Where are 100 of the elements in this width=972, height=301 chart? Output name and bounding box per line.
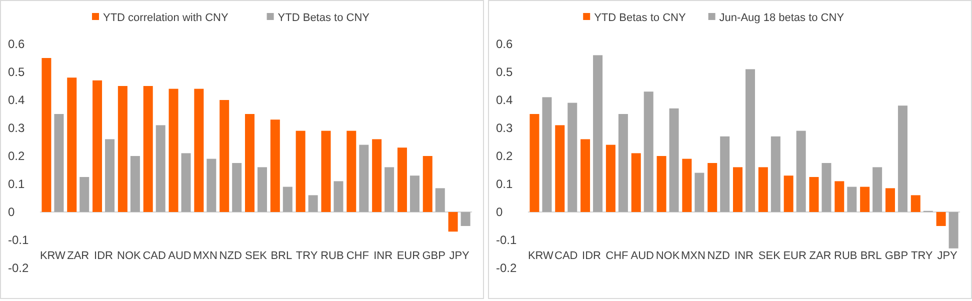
bar [168,88,178,212]
bar [834,181,844,212]
bar [321,130,331,212]
x-tick-label: JPY [937,250,958,262]
bar [644,92,654,212]
y-tick-label: 0 [496,205,503,220]
bar [270,120,280,212]
y-tick-label: 0.6 [496,37,514,52]
bar [67,78,77,212]
bar [694,172,704,212]
bar [308,195,318,212]
x-tick-label: IDR [582,250,602,262]
bar [809,177,819,212]
bar [847,186,857,212]
y-tick-label: 0.5 [8,65,26,80]
x-tick-label: SEK [244,250,268,262]
x-tick-label: CAD [554,250,578,262]
bar [860,186,870,212]
x-tick-label: BRL [860,250,882,262]
y-tick-label: 0.3 [496,121,514,136]
bar [708,163,718,212]
bar [245,114,254,212]
x-tick-label: EUR [783,250,806,262]
bar [206,158,216,212]
bar [282,186,292,212]
legend-label: Jun-Aug 18 betas to CNY [719,12,845,24]
x-tick-label: CHF [606,250,629,262]
bar [296,130,306,212]
x-tick-label: BRL [270,250,292,262]
y-tick-label: 0.3 [8,121,26,136]
y-tick-label: 0.4 [8,93,26,108]
bar [631,153,641,212]
y-tick-label: -0.2 [496,261,518,276]
bar [372,139,382,212]
x-tick-label: CAD [142,250,166,262]
x-tick-label: TRY [910,250,934,262]
y-tick-label: 0.1 [8,177,26,192]
bar [397,148,407,212]
bar [733,167,742,212]
bar [682,158,692,212]
y-tick-label: 0.6 [8,37,26,52]
bar [746,69,755,212]
x-tick-label: MXN [192,250,218,262]
bar [758,167,768,212]
bar [143,86,153,212]
bar [359,144,369,212]
bar [948,212,958,248]
bar [448,212,458,232]
bar [220,100,230,212]
x-tick-label: ZAR [67,250,90,262]
legend-label: YTD Betas to CNY [278,12,370,24]
bar [872,167,882,212]
bar [384,167,394,212]
x-tick-label: KRW [528,250,554,262]
bar [593,55,603,212]
bar [530,114,540,212]
bar [568,102,578,212]
bar [885,188,895,212]
bar [54,114,64,212]
bar [410,176,420,212]
bar [822,163,832,212]
bar [796,130,806,212]
bar [656,156,666,212]
legend-label: YTD correlation with CNY [103,12,229,24]
x-tick-label: GBP [422,250,446,262]
x-tick-label: JPY [449,250,470,262]
bar [770,136,780,212]
bar [784,176,794,212]
x-tick-label: GBP [884,250,908,262]
bar [618,114,628,212]
x-tick-label: RUB [320,250,344,262]
bar [156,125,166,212]
bar [606,144,616,212]
bar [346,130,356,212]
bar [669,108,679,212]
bar [130,156,140,212]
x-tick-label: EUR [396,250,420,262]
y-tick-label: 0.5 [496,65,514,80]
x-tick-label: NOK [656,250,680,262]
bar [80,177,90,212]
x-tick-label: ZAR [809,250,832,262]
y-tick-label: 0.2 [8,149,26,164]
bar [232,163,242,212]
bar [898,106,908,212]
y-tick-label: -0.2 [8,261,30,276]
bar [555,125,565,212]
bar [42,58,52,212]
y-tick-label: -0.1 [496,233,518,248]
bar [194,88,204,212]
x-tick-label: NOK [117,250,142,262]
x-tick-label: KRW [40,250,66,262]
x-tick-label: MXN [680,250,706,262]
y-tick-label: -0.1 [8,233,30,248]
bar [435,188,445,212]
y-tick-label: 0.4 [496,93,514,108]
x-tick-label: AUD [168,250,192,262]
y-tick-label: 0.1 [496,177,514,192]
y-tick-label: 0 [8,205,15,220]
x-tick-label: SEK [758,250,782,262]
bar [258,167,267,212]
